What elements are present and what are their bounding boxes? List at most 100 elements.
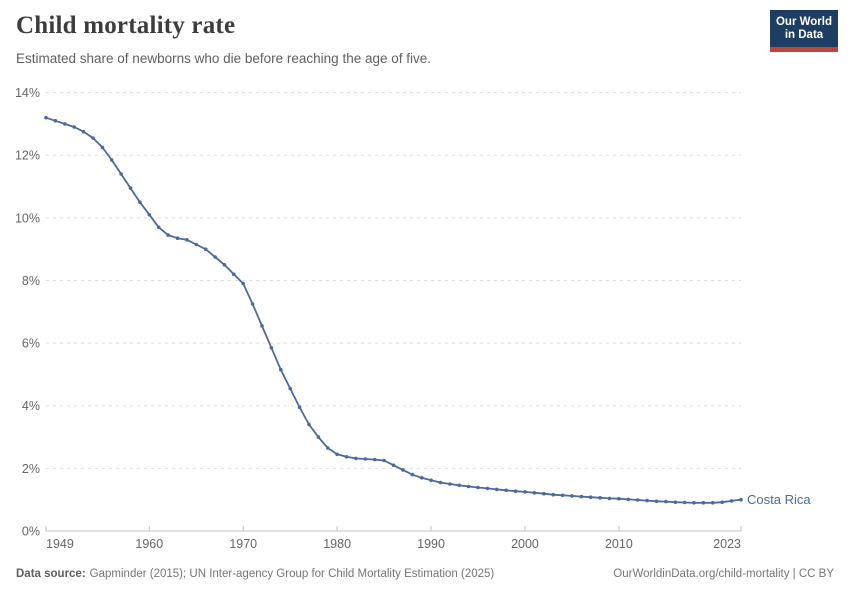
data-point-2006[interactable] <box>579 494 584 499</box>
data-point-1984[interactable] <box>372 457 377 462</box>
data-point-1980[interactable] <box>335 452 339 457</box>
data-point-2014[interactable] <box>654 499 659 504</box>
data-point-1966[interactable] <box>203 247 208 251</box>
chart-title: Child mortality rate <box>16 12 236 39</box>
data-point-1949[interactable] <box>44 115 48 120</box>
data-point-1987[interactable] <box>401 468 405 472</box>
data-point-2017[interactable] <box>682 500 687 505</box>
owid-logo-line2: in Data <box>784 29 824 41</box>
x-axis-tick-label: 1949 <box>46 537 74 551</box>
data-point-1954[interactable] <box>91 136 95 140</box>
data-point-1974[interactable] <box>279 367 283 372</box>
data-point-1973[interactable] <box>269 346 274 350</box>
data-point-1989[interactable] <box>419 476 424 480</box>
data-point-2016[interactable] <box>673 500 678 505</box>
attribution-link[interactable]: OurWorldinData.org/child-mortality | CC … <box>613 568 834 580</box>
x-axis-tick-label: 1970 <box>229 537 257 551</box>
series-label-costa-rica[interactable]: Costa Rica <box>747 492 811 507</box>
data-point-2008[interactable] <box>598 496 602 500</box>
data-point-1953[interactable] <box>81 129 86 134</box>
data-point-2002[interactable] <box>542 491 546 496</box>
y-axis-tick-label: 14% <box>15 86 40 100</box>
data-point-2011[interactable] <box>626 497 631 502</box>
data-point-1988[interactable] <box>410 472 415 477</box>
data-point-2005[interactable] <box>570 494 574 498</box>
data-point-1991[interactable] <box>438 480 443 485</box>
data-point-2022[interactable] <box>729 499 734 503</box>
data-point-1956[interactable] <box>109 158 114 162</box>
chart-subtitle: Estimated share of newborns who die befo… <box>16 51 431 66</box>
x-axis-tick-label: 2000 <box>511 537 539 551</box>
data-point-2019[interactable] <box>701 501 706 505</box>
data-point-1962[interactable] <box>166 233 170 237</box>
x-axis-tick-label: 1960 <box>135 537 163 551</box>
data-point-1996[interactable] <box>485 486 490 491</box>
data-point-1964[interactable] <box>185 238 189 242</box>
data-point-2012[interactable] <box>635 498 640 502</box>
data-point-1961[interactable] <box>156 225 161 230</box>
data-point-1977[interactable] <box>307 422 311 427</box>
x-axis-tick-label: 1990 <box>417 537 445 551</box>
data-point-1978[interactable] <box>316 435 321 439</box>
data-point-2021[interactable] <box>720 500 724 505</box>
data-point-1993[interactable] <box>457 483 462 488</box>
data-point-1960[interactable] <box>147 212 152 217</box>
data-point-2015[interactable] <box>664 499 668 504</box>
data-point-1971[interactable] <box>250 302 255 306</box>
data-point-1965[interactable] <box>194 242 199 247</box>
y-axis-tick-label: 4% <box>22 399 40 413</box>
data-point-1985[interactable] <box>382 458 386 463</box>
data-point-1975[interactable] <box>288 386 293 391</box>
data-point-1950[interactable] <box>53 119 58 123</box>
data-point-1972[interactable] <box>260 324 264 328</box>
data-point-1968[interactable] <box>222 263 227 267</box>
y-axis-tick-label: 8% <box>22 274 40 288</box>
data-point-1970[interactable] <box>241 281 245 286</box>
data-point-1976[interactable] <box>297 405 302 410</box>
data-point-1990[interactable] <box>429 478 433 483</box>
data-point-1955[interactable] <box>100 145 105 150</box>
data-point-1995[interactable] <box>476 485 480 490</box>
data-point-1981[interactable] <box>344 455 349 459</box>
data-point-1998[interactable] <box>504 488 509 493</box>
data-point-1967[interactable] <box>213 255 217 259</box>
data-point-2004[interactable] <box>560 493 565 498</box>
data-point-1952[interactable] <box>72 125 76 129</box>
data-point-2010[interactable] <box>617 496 621 501</box>
data-point-1986[interactable] <box>391 463 396 468</box>
data-point-1963[interactable] <box>175 236 180 240</box>
data-point-2000[interactable] <box>523 490 527 494</box>
data-point-2007[interactable] <box>588 495 593 500</box>
y-axis-tick-label: 6% <box>22 337 40 351</box>
trend-line <box>45 116 742 504</box>
data-source-label: Data source: <box>16 568 86 580</box>
data-source-note: Data source: Gapminder (2015); UN Inter-a… <box>16 568 494 580</box>
owid-logo[interactable]: Our World in Data <box>770 10 838 52</box>
data-point-1999[interactable] <box>513 489 518 494</box>
data-point-1997[interactable] <box>495 487 499 492</box>
data-point-2001[interactable] <box>532 491 537 495</box>
data-point-1983[interactable] <box>363 457 368 461</box>
data-point-2023[interactable] <box>739 497 743 502</box>
data-point-1958[interactable] <box>128 186 133 190</box>
data-point-2003[interactable] <box>551 492 555 497</box>
data-point-1969[interactable] <box>232 272 236 277</box>
data-point-2013[interactable] <box>645 498 649 503</box>
data-point-2009[interactable] <box>607 496 612 501</box>
y-axis-tick-label: 12% <box>15 149 40 163</box>
owid-logo-text: Our World in Data <box>770 10 838 47</box>
data-point-1982[interactable] <box>354 456 358 461</box>
data-point-1951[interactable] <box>63 122 67 126</box>
data-point-1992[interactable] <box>448 482 452 486</box>
data-point-2018[interactable] <box>692 501 696 505</box>
y-axis-tick-label: 0% <box>22 525 40 539</box>
owid-logo-line1: Our World <box>775 16 832 28</box>
data-point-1959[interactable] <box>138 200 142 204</box>
data-point-1979[interactable] <box>326 446 330 450</box>
x-axis-tick-label: 2010 <box>605 537 633 551</box>
data-point-2020[interactable] <box>711 501 715 505</box>
data-point-1957[interactable] <box>119 172 123 176</box>
data-point-1994[interactable] <box>466 484 471 489</box>
